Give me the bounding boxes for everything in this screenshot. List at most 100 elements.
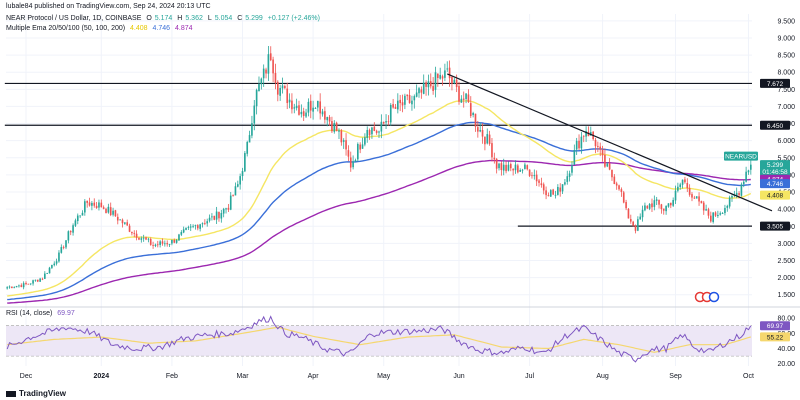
candle-body <box>672 200 674 206</box>
trendline-line[interactable] <box>447 73 773 212</box>
time-axis[interactable]: Dec 2024 Feb Mar Apr May Jun Jul Aug Sep Oct <box>20 373 754 380</box>
rsi-ma-badge: 55.22 <box>767 334 784 341</box>
brand-label: TradingView <box>19 389 66 398</box>
candle-body <box>728 197 731 207</box>
candle-body <box>164 243 166 245</box>
candle-body <box>65 240 67 248</box>
candle-body <box>749 164 752 170</box>
candle-body <box>135 233 138 238</box>
candle-body <box>462 98 465 100</box>
candle-body <box>276 81 279 95</box>
candle-body <box>655 199 658 201</box>
candle-body <box>575 140 578 150</box>
candle-body <box>401 102 404 106</box>
high-label: H <box>177 15 183 22</box>
candle-body <box>100 202 103 208</box>
flag-icon[interactable] <box>708 291 720 303</box>
candle-body <box>93 202 96 206</box>
rsi-tick-label: 20.00 <box>777 361 795 368</box>
candle-body <box>201 223 204 225</box>
candle-body <box>387 121 390 123</box>
ema50-badge: 4.408 <box>767 193 784 200</box>
candle-body <box>514 164 517 171</box>
candle-body <box>53 263 56 266</box>
candle-body <box>705 209 707 211</box>
candle-body <box>147 238 150 240</box>
candle-body <box>251 123 253 136</box>
candle-body <box>255 89 258 107</box>
published-by: lubale84 published on TradingView.com, S… <box>6 3 211 10</box>
tradingview-icon <box>6 390 16 397</box>
rsi-title[interactable]: RSI (14, close) <box>6 310 53 317</box>
candle-body <box>639 216 642 220</box>
event-flags[interactable] <box>694 291 720 303</box>
candle-body <box>422 82 425 94</box>
candle-body <box>215 211 218 220</box>
level-badge-7672: 7.672 <box>767 81 784 88</box>
candle-body <box>126 222 129 226</box>
candle-body <box>601 149 604 156</box>
price-axis[interactable]: 9.5009.0008.5008.0007.5007.0006.5006.000… <box>777 18 795 299</box>
candle-body <box>112 210 114 215</box>
candle-body <box>291 100 293 110</box>
ema50-line <box>7 100 752 297</box>
price-tick-label: 7.500 <box>777 87 795 94</box>
candle-body <box>288 99 291 103</box>
level-badge-6450: 6.450 <box>767 123 784 130</box>
candle-body <box>229 195 232 210</box>
symbol-title[interactable]: NEAR Protocol / US Dollar, 1D, COINBASE <box>6 15 142 22</box>
candle-body <box>411 100 413 105</box>
candle-body <box>41 278 44 280</box>
candle-body <box>232 195 234 197</box>
candle-body <box>359 144 361 150</box>
time-tick-label: Apr <box>308 373 320 380</box>
countdown-badge: 01:46:58 <box>762 169 788 176</box>
candle-body <box>206 221 209 224</box>
candle-body <box>557 187 559 195</box>
candle-body <box>677 186 679 191</box>
change-value: +0.127 (+2.46%) <box>267 15 320 22</box>
candle-body <box>434 72 437 90</box>
candle-body <box>98 202 100 208</box>
candle-body <box>500 163 503 171</box>
ema100-line <box>7 121 751 301</box>
candle-body <box>646 206 649 209</box>
candle-body <box>479 129 482 132</box>
candle-body <box>502 164 505 171</box>
open-value: 5.174 <box>154 15 173 22</box>
tradingview-logo[interactable]: TradingView <box>6 389 66 398</box>
candle-body <box>22 283 25 288</box>
candle-body <box>39 278 41 282</box>
price-tick-label: 8.000 <box>777 70 795 77</box>
candle-body <box>495 158 498 169</box>
rsi-tick-label: 40.00 <box>777 346 795 353</box>
candle-body <box>420 89 423 93</box>
ema-title[interactable]: Multiple Ema 20/50/100 (50, 100, 200) <box>6 25 126 32</box>
candle-body <box>547 195 550 197</box>
candle-body <box>721 213 724 214</box>
time-tick-label: Jun <box>453 373 464 380</box>
candle-body <box>679 184 682 188</box>
symbol-badge: NEARUSD <box>725 154 757 161</box>
candle-body <box>632 221 634 226</box>
candle-body <box>13 287 16 289</box>
candle-body <box>211 216 213 218</box>
candle-body <box>307 101 310 113</box>
candle-body <box>76 215 79 222</box>
candle-body <box>267 54 270 74</box>
candle-body <box>46 273 49 274</box>
candle-body <box>133 232 136 234</box>
candle-body <box>258 84 260 92</box>
candle-body <box>469 103 472 116</box>
candle-body <box>566 176 569 182</box>
candle-body <box>269 53 272 61</box>
candle-body <box>460 98 463 103</box>
candle-body <box>629 219 632 222</box>
time-tick-label: May <box>377 373 391 380</box>
candle-body <box>67 231 70 241</box>
candle-body <box>116 216 119 221</box>
candle-body <box>204 222 206 224</box>
candle-body <box>361 144 364 149</box>
candle-body <box>371 127 373 135</box>
candle-body <box>241 171 244 177</box>
